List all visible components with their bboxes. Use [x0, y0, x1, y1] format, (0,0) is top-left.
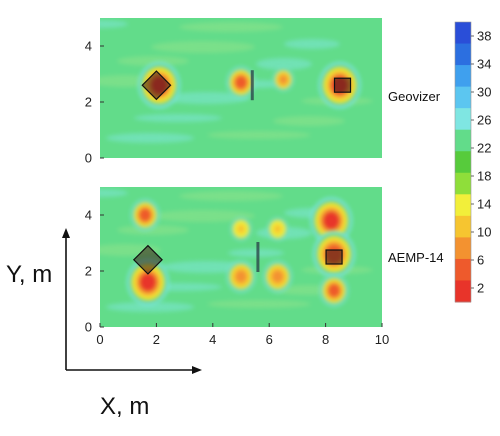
anomaly [130, 199, 160, 231]
anomaly-contour [139, 208, 151, 222]
y-ticks-geovizer: 0 2 4 [85, 39, 104, 166]
colorbar-tick-label: 2 [477, 281, 484, 296]
x-arrow-head [192, 366, 202, 374]
anomaly [272, 68, 294, 92]
colorbar-swatch [455, 108, 471, 131]
colorbar-swatch [455, 151, 471, 174]
colorbar-tick-label: 14 [477, 197, 491, 212]
target-bar [250, 70, 254, 101]
anomaly-contour [273, 224, 282, 234]
colorbar: 38 34 30 26 22 18 14 10 6 2 [454, 21, 491, 303]
texture-streak [207, 131, 311, 139]
texture-streak [228, 249, 284, 257]
panel-aemp: 0 2 4 0 2 4 6 8 10 AEMP-14 [85, 187, 444, 347]
target-square [333, 77, 352, 93]
axis-arrows [62, 228, 202, 374]
anomaly-contour [139, 272, 157, 292]
y-tick-label: 4 [85, 208, 92, 223]
y-tick-label: 0 [85, 151, 92, 166]
colorbar-tick-label: 10 [477, 225, 491, 240]
texture-streak [179, 22, 283, 32]
colorbar-swatch [455, 194, 471, 217]
y-tick-label: 0 [85, 320, 92, 335]
colorbar-swatch [455, 86, 471, 109]
anomaly [319, 274, 349, 307]
x-ticks: 0 2 4 6 8 10 [96, 323, 389, 347]
colorbar-swatch [455, 237, 471, 260]
colorbar-tick-label: 34 [477, 57, 491, 72]
colorbar-swatch [455, 215, 471, 238]
y-ticks-aemp: 0 2 4 [85, 208, 104, 335]
x-tick-label: 2 [153, 332, 160, 347]
colorbar-frame [454, 21, 472, 303]
y-arrow-head [62, 228, 70, 238]
colorbar-tick-label: 30 [477, 85, 491, 100]
x-tick-label: 0 [96, 332, 103, 347]
texture-streak [117, 56, 189, 66]
x-axis-title: X, m [100, 393, 149, 420]
colorbar-tick-label: 18 [477, 169, 491, 184]
colorbar-swatch [455, 65, 471, 88]
panel-label-aemp: AEMP-14 [388, 250, 444, 265]
anomaly [226, 66, 256, 99]
colorbar-tick-label: 6 [477, 253, 484, 268]
colorbar-swatch [455, 43, 471, 66]
colorbar-ticks: 38 34 30 26 22 18 14 10 6 2 [471, 29, 491, 296]
panel-geovizer: 0 2 4 Geovizer [85, 18, 441, 166]
texture-streak [284, 39, 340, 49]
texture-streak [273, 116, 345, 126]
texture-streak [256, 58, 312, 70]
colorbar-swatch [455, 280, 471, 303]
targets-geovizer [141, 70, 352, 101]
texture-streak [100, 189, 128, 197]
colorbar-tick-label: 26 [477, 113, 491, 128]
texture-streak [117, 225, 189, 235]
anomaly-contour [235, 76, 247, 89]
texture-streak [179, 191, 283, 201]
panel-label-geovizer: Geovizer [388, 89, 441, 104]
y-axis-title: Y, m [6, 261, 52, 288]
target-square [325, 249, 343, 265]
texture-streak [151, 210, 255, 222]
texture-streak [106, 302, 194, 312]
targets-aemp [132, 242, 343, 275]
anomaly-contour [328, 284, 340, 297]
colorbar-swatch [455, 172, 471, 195]
anomaly [127, 259, 169, 306]
colorbar-swatch [455, 258, 471, 281]
x-tick-label: 6 [266, 332, 273, 347]
anomaly-contour [322, 211, 340, 230]
colorbar-swatch [455, 129, 471, 152]
y-tick-label: 2 [85, 95, 92, 110]
anomaly [226, 260, 256, 293]
x-tick-label: 10 [375, 332, 389, 347]
colorbar-tick-label: 22 [477, 141, 491, 156]
y-tick-label: 4 [85, 39, 92, 54]
texture-streak [100, 20, 128, 28]
x-tick-label: 4 [209, 332, 216, 347]
texture-streak [106, 133, 194, 143]
target-diamond [141, 70, 172, 101]
colorbar-swatches [454, 21, 472, 303]
anomaly [263, 260, 292, 293]
anomaly [310, 197, 353, 244]
texture-streak [162, 261, 250, 273]
texture-streak [162, 92, 250, 104]
anomaly-contour [271, 270, 284, 283]
anomaly-contour [279, 74, 288, 85]
y-tick-label: 2 [85, 264, 92, 279]
anomaly-contour [236, 224, 246, 234]
anomaly [267, 217, 289, 241]
anomaly-contour [235, 270, 247, 283]
colorbar-tick-label: 38 [477, 29, 491, 44]
x-tick-label: 8 [322, 332, 329, 347]
target-diamond [132, 244, 163, 275]
texture-streak [151, 41, 255, 53]
texture-streak [207, 300, 311, 308]
colorbar-swatch [455, 22, 471, 45]
target-bar [256, 242, 260, 272]
texture-streak [134, 114, 222, 122]
anomaly [230, 217, 252, 241]
